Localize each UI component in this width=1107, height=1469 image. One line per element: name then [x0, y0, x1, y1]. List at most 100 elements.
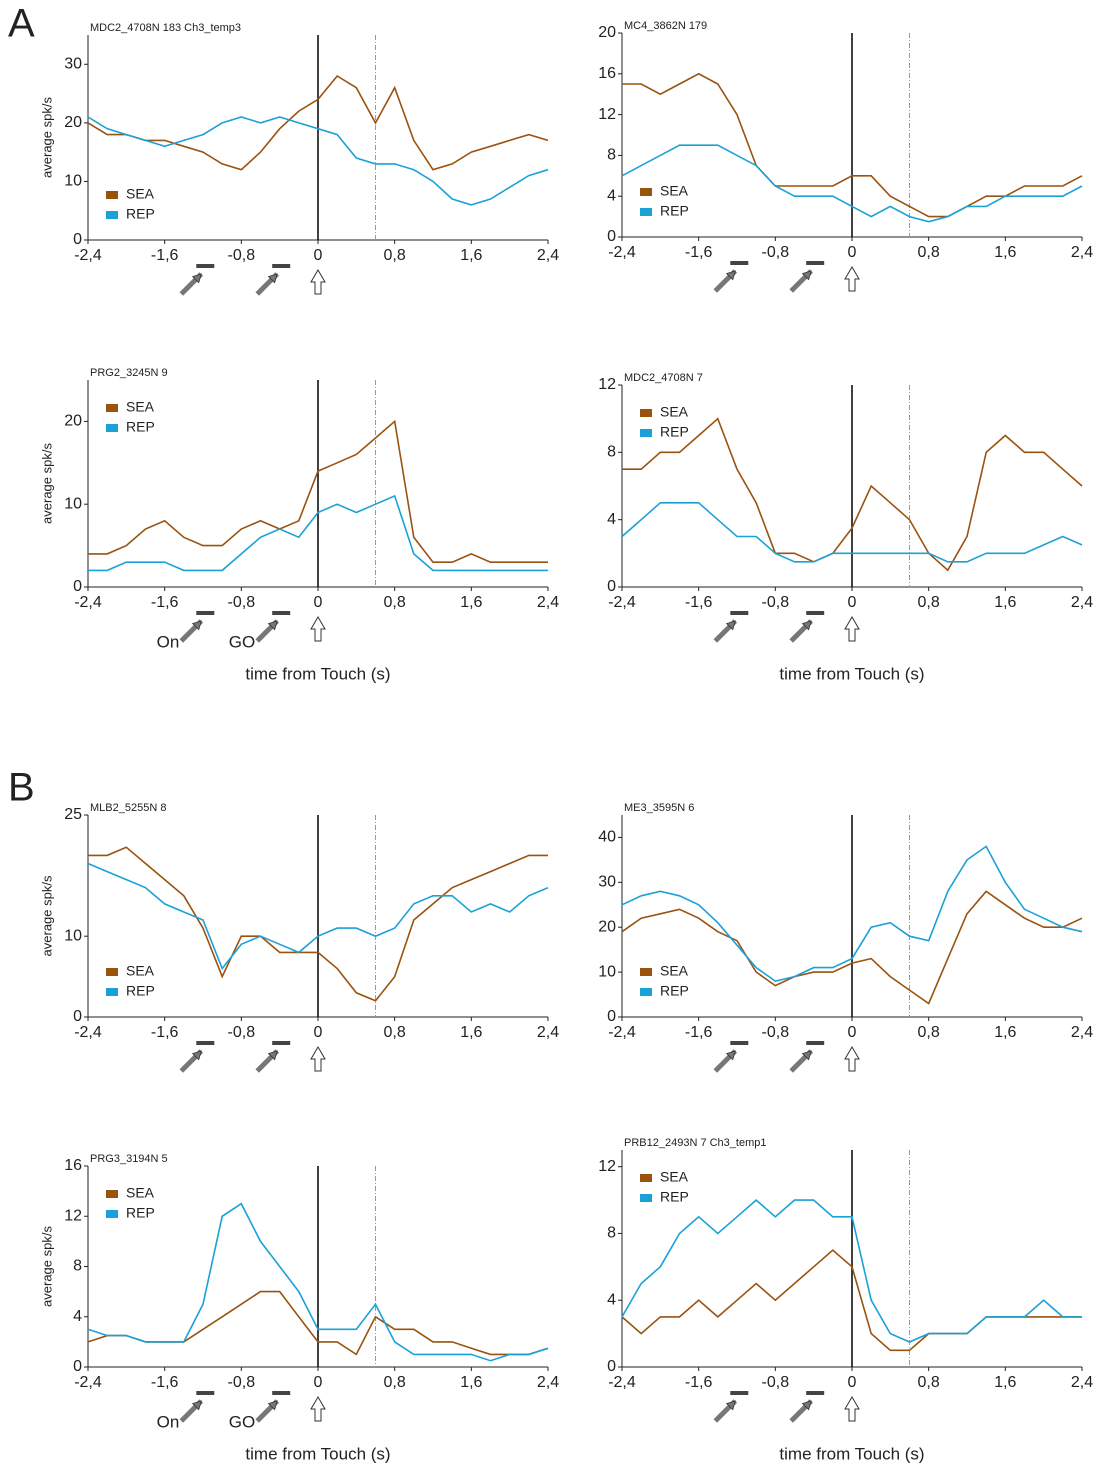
legend-label: SEA: [126, 963, 155, 979]
x-tick-label: -2,4: [74, 1374, 102, 1391]
y-tick-label: 10: [598, 963, 616, 980]
x-tick-label: 1,6: [460, 1024, 482, 1041]
arrow-head: [191, 273, 202, 284]
y-tick-label: 40: [598, 829, 616, 846]
arrow-head: [267, 620, 278, 631]
x-tick-label: 2,4: [537, 1024, 559, 1041]
x-tick-label: 0,8: [384, 247, 406, 264]
x-tick-label: -0,8: [228, 1374, 256, 1391]
y-tick-label: 12: [64, 1207, 82, 1224]
chart-title: PRB12_2493N 7 Ch3_temp1: [624, 1137, 766, 1149]
x-tick-label: 0: [848, 594, 857, 611]
event-bar: [272, 1041, 291, 1045]
event-bar: [272, 1391, 291, 1395]
touch-arrow: [844, 1046, 860, 1072]
chart-title: MDC2_4708N 7: [624, 372, 703, 384]
legend-label: REP: [126, 983, 155, 999]
y-axis-label: average spk/s: [39, 1226, 54, 1307]
x-tick-label: 0: [314, 594, 323, 611]
x-tick-label: 2,4: [537, 1374, 559, 1391]
legend-swatch: [640, 988, 652, 996]
event-bar: [730, 1391, 749, 1395]
chart-title: MC4_3862N 179: [624, 20, 707, 32]
arrow-head: [267, 1400, 278, 1411]
series-line: [87, 862, 549, 971]
event-bar: [272, 264, 291, 268]
y-tick-label: 0: [73, 1008, 82, 1025]
series-line: [621, 144, 1083, 223]
legend-swatch: [106, 211, 118, 219]
x-tick-label: 1,6: [994, 1374, 1016, 1391]
legend-swatch: [640, 188, 652, 196]
x-tick-label: 1,6: [994, 594, 1016, 611]
x-tick-label: 0: [848, 1374, 857, 1391]
event-bar: [730, 261, 749, 265]
y-tick-label: 4: [607, 1291, 616, 1308]
y-tick-label: 4: [607, 511, 616, 528]
legend-label: REP: [126, 206, 155, 222]
legend-swatch: [640, 208, 652, 216]
x-tick-label: -0,8: [762, 1374, 790, 1391]
event-bar: [806, 261, 825, 265]
panel-label: A: [8, 2, 35, 46]
arrow-head: [191, 620, 202, 631]
y-tick-label: 10: [64, 173, 82, 190]
y-tick-label: 0: [607, 578, 616, 595]
y-tick-label: 20: [598, 918, 616, 935]
touch-arrow: [844, 616, 860, 642]
x-tick-label: -2,4: [608, 1374, 636, 1391]
y-tick-label: 25: [64, 806, 82, 823]
x-tick-label: 0,8: [384, 1024, 406, 1041]
arrow-head: [267, 1050, 278, 1061]
legend-label: SEA: [126, 186, 155, 202]
y-tick-label: 0: [607, 1008, 616, 1025]
x-tick-label: 0,8: [918, 1374, 940, 1391]
series-line: [88, 846, 548, 1002]
arrow-head: [725, 1400, 736, 1411]
y-tick-label: 4: [73, 1308, 82, 1325]
y-axis-label: average spk/s: [39, 875, 54, 956]
annotation: GO: [229, 1412, 255, 1431]
x-tick-label: 0: [314, 1374, 323, 1391]
x-tick-label: -1,6: [685, 244, 713, 261]
y-tick-label: 20: [64, 114, 82, 131]
arrow-head: [801, 620, 812, 631]
x-tick-label: -0,8: [228, 1024, 256, 1041]
x-tick-label: 1,6: [460, 594, 482, 611]
y-tick-label: 16: [64, 1157, 82, 1174]
y-axis-label: average spk/s: [39, 443, 54, 524]
legend-swatch: [106, 988, 118, 996]
x-tick-label: 0: [314, 1024, 323, 1041]
y-tick-label: 30: [598, 874, 616, 891]
y-tick-label: 8: [607, 444, 616, 461]
event-bar: [730, 1041, 749, 1045]
x-tick-label: -2,4: [608, 594, 636, 611]
x-axis-label: time from Touch (s): [245, 664, 390, 683]
legend-label: REP: [660, 203, 689, 219]
x-tick-label: 2,4: [1071, 244, 1093, 261]
event-bar: [272, 611, 291, 615]
arrow-head: [267, 273, 278, 284]
x-tick-label: 2,4: [1071, 594, 1093, 611]
arrow-head: [801, 1050, 812, 1061]
x-tick-label: -0,8: [762, 1024, 790, 1041]
x-tick-label: 0,8: [918, 1024, 940, 1041]
y-tick-label: 0: [607, 228, 616, 245]
series-line: [621, 890, 1083, 1005]
chart-title: ME3_3595N 6: [624, 802, 694, 814]
legend-label: SEA: [126, 399, 155, 415]
x-tick-label: -1,6: [685, 1374, 713, 1391]
x-tick-label: 0,8: [384, 1374, 406, 1391]
event-bar: [196, 1041, 215, 1045]
series-line: [88, 419, 548, 563]
legend-label: SEA: [660, 183, 689, 199]
x-tick-label: 0,8: [384, 594, 406, 611]
annotation: GO: [229, 632, 255, 651]
arrow-head: [725, 270, 736, 281]
arrow-head: [801, 1400, 812, 1411]
series-line: [87, 1202, 549, 1362]
x-tick-label: 0: [848, 1024, 857, 1041]
event-bar: [806, 611, 825, 615]
